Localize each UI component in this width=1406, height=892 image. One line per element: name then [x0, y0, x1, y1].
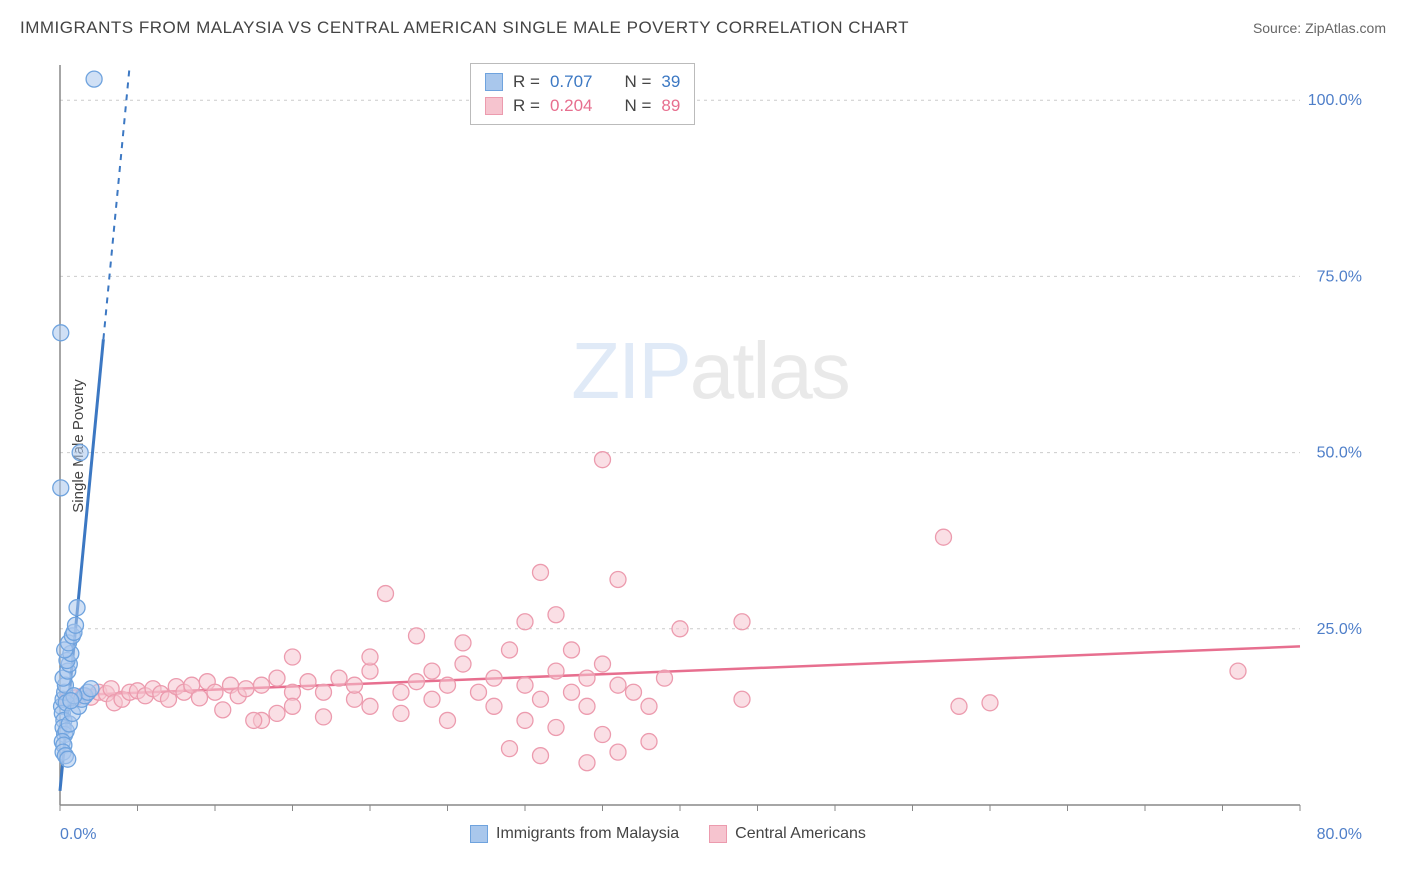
stat-r-value: 0.707 [550, 72, 593, 92]
svg-text:100.0%: 100.0% [1308, 92, 1362, 109]
legend-swatch [470, 825, 488, 843]
stat-n-value: 39 [661, 72, 680, 92]
chart-title: IMMIGRANTS FROM MALAYSIA VS CENTRAL AMER… [20, 18, 909, 38]
series-legend: Immigrants from Malaysia Central American… [470, 825, 866, 843]
stats-row: R = 0.204 N = 89 [485, 94, 680, 118]
series-legend-label: Central Americans [735, 825, 866, 843]
stat-n-label: N = [624, 96, 651, 116]
stat-n-value: 89 [661, 96, 680, 116]
stats-legend: R = 0.707 N = 39 R = 0.204 N = 89 [470, 63, 695, 125]
legend-swatch [709, 825, 727, 843]
legend-swatch [485, 73, 503, 91]
svg-text:80.0%: 80.0% [1317, 826, 1362, 843]
scatter-plot-svg: 25.0% 50.0% 75.0% 100.0% 0.0% 80.0% [50, 55, 1370, 845]
svg-text:75.0%: 75.0% [1317, 268, 1362, 285]
svg-text:25.0%: 25.0% [1317, 621, 1362, 638]
series-legend-label: Immigrants from Malaysia [496, 825, 679, 843]
legend-swatch [485, 97, 503, 115]
svg-text:50.0%: 50.0% [1317, 445, 1362, 462]
chart-area: R =0.707N =39R =0.204N =89 ZIPatlas 25.0… [50, 55, 1370, 845]
series-legend-item: Central Americans [709, 825, 866, 843]
stat-r-label: R = [513, 96, 540, 116]
stat-n-label: N = [624, 72, 651, 92]
stats-row: R = 0.707 N = 39 [485, 70, 680, 94]
svg-text:0.0%: 0.0% [60, 826, 96, 843]
stat-r-label: R = [513, 72, 540, 92]
chart-header: IMMIGRANTS FROM MALAYSIA VS CENTRAL AMER… [20, 18, 1386, 38]
series-legend-item: Immigrants from Malaysia [470, 825, 679, 843]
chart-source: Source: ZipAtlas.com [1253, 20, 1386, 36]
stat-r-value: 0.204 [550, 96, 593, 116]
